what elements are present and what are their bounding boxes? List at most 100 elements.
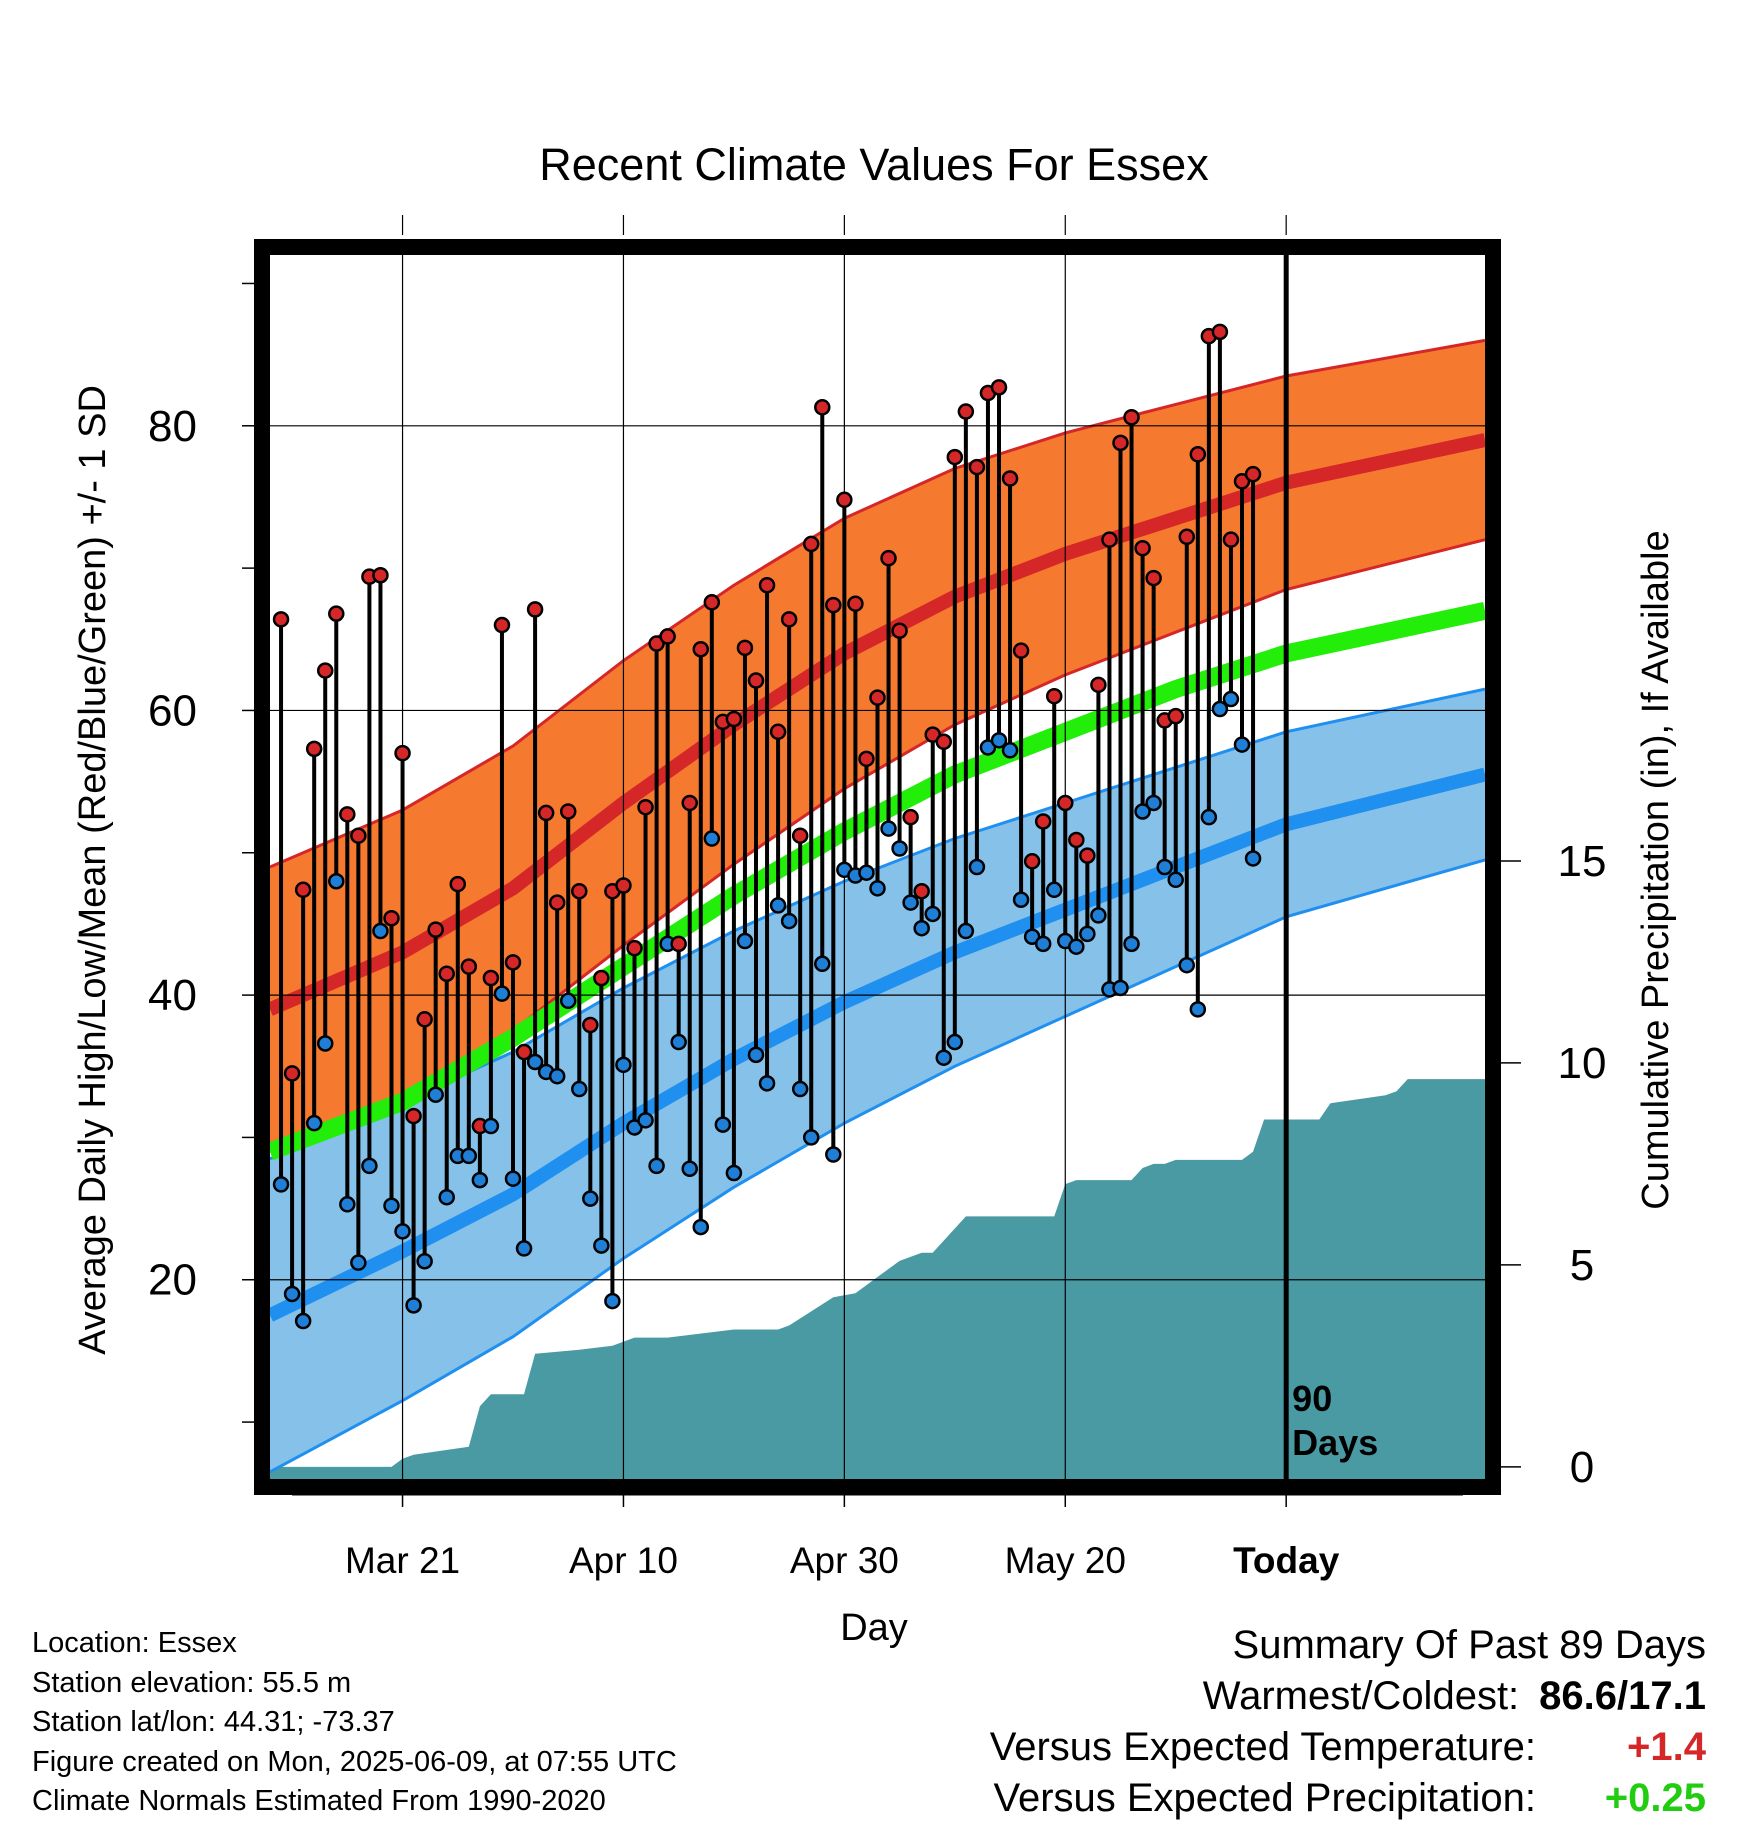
daily-high-point [747, 672, 765, 689]
summary-warmest-row: Warmest/Coldest: 86.6/17.1 [990, 1671, 1706, 1722]
y-tick-label: 60 [148, 686, 197, 735]
today-days-label: 90 [1292, 1378, 1332, 1419]
daily-high-point [493, 616, 511, 634]
daily-low-point [328, 872, 345, 890]
daily-low-point [316, 1035, 334, 1052]
daily-low-point [869, 880, 886, 897]
daily-high-point [1034, 813, 1052, 830]
daily-low-point [1244, 850, 1262, 867]
daily-low-point [372, 922, 389, 940]
daily-high-point [1068, 831, 1085, 849]
daily-low-point [305, 1114, 323, 1132]
temp-label: Versus Expected Temperature: [989, 1725, 1536, 1769]
y2-tick-label: 0 [1570, 1443, 1594, 1492]
daily-high-point [1001, 470, 1019, 487]
daily-low-point [880, 820, 897, 837]
daily-high-point [836, 491, 853, 509]
daily-high-point [571, 882, 588, 900]
daily-low-point [825, 1146, 842, 1163]
daily-low-point [725, 1164, 743, 1182]
daily-low-point [1145, 794, 1162, 812]
warmest-value: 86.6/17.1 [1539, 1674, 1706, 1718]
summary-precip-row: Versus Expected Precipitation: +0.25 [990, 1773, 1706, 1824]
daily-low-point [780, 912, 798, 930]
daily-high-point [946, 448, 964, 466]
temp-value: +1.4 [1627, 1725, 1706, 1769]
daily-high-point [791, 827, 809, 844]
daily-high-point [272, 611, 290, 628]
summary-panel: Summary Of Past 89 Days Warmest/Coldest:… [990, 1620, 1706, 1824]
daily-low-point [935, 1049, 953, 1066]
daily-low-point [1178, 956, 1196, 974]
daily-low-point [946, 1033, 964, 1051]
daily-high-point [1145, 569, 1162, 587]
daily-low-point [769, 897, 787, 914]
daily-low-point [1001, 742, 1019, 759]
y2-axis-label: Cumulative Precipitation (in), If Availa… [1635, 530, 1677, 1209]
daily-low-point [272, 1176, 290, 1193]
axes: 20 40 60 80 0 5 10 15 Mar 21 Apr 10 Apr 30 May 20 To… [148, 215, 1606, 1581]
daily-high-point [372, 566, 389, 584]
daily-high-point [802, 535, 820, 553]
daily-high-point [725, 710, 743, 728]
daily-high-point [1189, 446, 1207, 463]
daily-high-point [515, 1043, 533, 1061]
daily-low-point [1034, 935, 1052, 953]
daily-high-point [1079, 847, 1096, 864]
daily-low-point [493, 985, 511, 1002]
daily-low-point [1045, 881, 1063, 899]
daily-low-point [913, 919, 930, 937]
daily-low-point [924, 905, 941, 923]
daily-low-point [1112, 979, 1129, 997]
daily-low-point [593, 1237, 610, 1254]
daily-high-point [339, 806, 356, 823]
daily-low-point [582, 1190, 599, 1207]
daily-low-point [1211, 700, 1229, 718]
daily-high-point [405, 1107, 422, 1125]
daily-high-point [913, 882, 930, 900]
daily-high-point [692, 640, 710, 658]
summary-heading: Summary Of Past 89 Days [1232, 1623, 1706, 1667]
daily-low-point [1167, 871, 1184, 889]
daily-high-point [957, 403, 975, 420]
daily-low-point [791, 1080, 809, 1098]
daily-high-point [703, 594, 721, 611]
precipitation-area [270, 1079, 1485, 1479]
created-text: Figure created on Mon, 2025-06-09, at 07… [32, 1745, 677, 1778]
daily-high-point [328, 605, 345, 622]
daily-high-point [294, 881, 312, 899]
daily-low-point [990, 732, 1008, 749]
daily-high-point [847, 595, 864, 612]
daily-high-point [416, 1011, 433, 1028]
plot-frame [254, 239, 1501, 1495]
daily-high-point [869, 689, 886, 706]
y-axis-label: Average Daily High/Low/Mean (Red/Blue/Gr… [72, 385, 114, 1355]
daily-low-point [1156, 858, 1173, 876]
daily-low-point [515, 1240, 533, 1257]
precipitation-fill [270, 1079, 1485, 1479]
daily-high-point [1101, 531, 1118, 548]
normals-text: Climate Normals Estimated From 1990-2020 [32, 1785, 606, 1817]
daily-high-point [758, 576, 776, 594]
daily-low-point [615, 1056, 632, 1074]
daily-high-point [283, 1065, 301, 1082]
elevation-text: Station elevation: 55.5 m [32, 1666, 352, 1699]
daily-low-point [504, 1170, 522, 1187]
x-tick-label: May 20 [1005, 1540, 1126, 1581]
y2-tick-label: 15 [1558, 837, 1607, 886]
daily-high-point [526, 601, 544, 618]
daily-low-point [648, 1157, 665, 1175]
daily-high-point [504, 954, 522, 971]
daily-low-point [758, 1075, 776, 1092]
daily-high-point [593, 969, 610, 987]
daily-range-sticks [279, 331, 1256, 1322]
daily-low-point [670, 1033, 687, 1051]
daily-high-point [449, 875, 467, 893]
daily-low-point [548, 1067, 566, 1085]
daily-high-point [383, 909, 400, 927]
summary-temp-row: Versus Expected Temperature: +1.4 [990, 1722, 1706, 1773]
daily-high-point [780, 611, 798, 628]
daily-high-point [460, 958, 478, 975]
